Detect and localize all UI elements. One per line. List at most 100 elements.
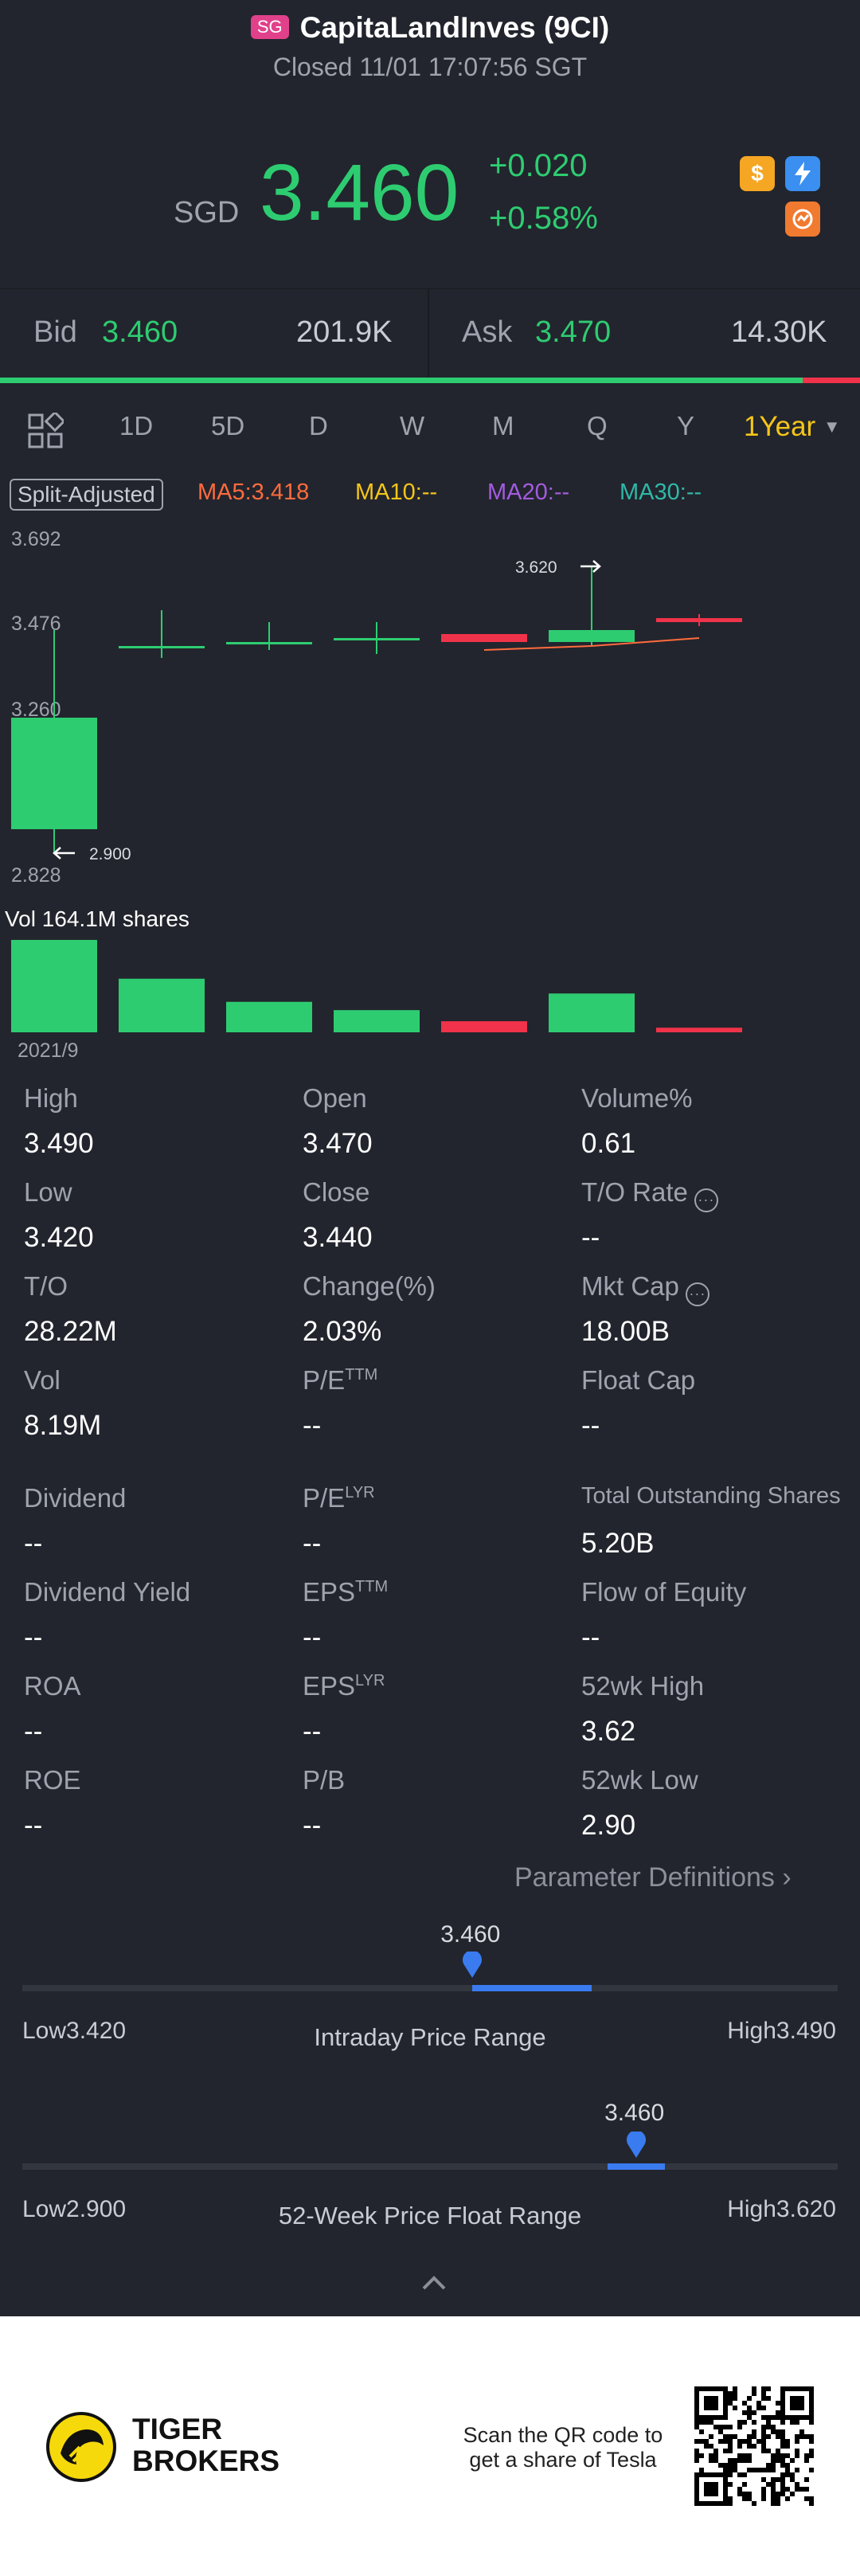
candle-body [11,718,97,829]
ask-size: 14.30K [731,315,827,349]
volume-bar [119,978,205,1032]
tab-quarter[interactable]: Q [587,411,608,440]
stat-value: -- [24,1622,43,1653]
dollar-icon[interactable]: $ [740,156,775,191]
intraday-range-track [22,1985,838,1991]
x-axis-label: 2021/9 [18,1039,78,1059]
stat-value: 3.62 [581,1716,636,1747]
stat-label: Low [24,1177,72,1207]
volume-bar [441,1021,527,1032]
min-price-label: 2.900 [89,845,131,863]
volume-bar [226,1001,312,1032]
volume-bar [11,940,97,1032]
volume-bar [334,1010,420,1032]
y-tick-label: 3.692 [11,528,61,550]
stat-value: 5.20B [581,1528,655,1559]
parameter-definitions-link[interactable]: Parameter Definitions › [514,1862,792,1893]
week52-current-value: 3.460 [604,2100,665,2126]
price-change-percent: +0.58% [489,201,598,236]
tab-week[interactable]: W [400,411,425,440]
stat-value: 3.440 [303,1222,373,1253]
collapse-chevron-icon[interactable] [420,2265,448,2300]
volume-bar [656,1028,742,1032]
intraday-high: High3.490 [727,2018,836,2044]
bid-price: 3.460 [102,315,178,349]
stat-label: T/O Rate ··· [581,1177,718,1212]
week52-range-fill [608,2163,665,2170]
max-price-label: 3.620 [515,558,557,577]
chevron-right-icon: › [782,1862,792,1893]
info-icon[interactable]: ··· [694,1188,718,1212]
ask-label: Ask [462,315,513,349]
stat-value: -- [303,1622,322,1653]
stat-value: -- [303,1410,322,1441]
stat-label-superscript: TTM [345,1366,378,1384]
candle-body [226,642,312,644]
volume-label: Vol 164.1M shares [5,906,190,931]
stat-label: Float Cap [581,1365,696,1395]
stock-icon[interactable] [785,202,820,237]
stat-value: 3.490 [24,1128,94,1159]
stat-label: P/B [303,1765,346,1795]
stat-label: P/ETTM [303,1365,378,1395]
intraday-range-fill [472,1985,592,1991]
ma5-line [483,637,700,651]
stat-value: 0.61 [581,1128,636,1159]
chevron-down-icon: ▼ [823,417,841,437]
stat-value: 3.420 [24,1222,94,1253]
tab-1year[interactable]: 1Year ▼ [744,411,841,443]
stat-label: Close [303,1177,370,1207]
stat-label: T/O [24,1271,68,1301]
stat-label: 52wk High [581,1671,705,1701]
y-tick-label: 3.260 [11,699,61,721]
stat-label: Dividend [24,1483,127,1513]
ask-price: 3.470 [535,315,612,349]
intraday-low: Low3.420 [22,2018,127,2044]
tab-1d[interactable]: 1D [119,411,154,440]
last-price: 3.460 [260,148,459,237]
scan-qr-text: Scan the QR code to get a share of Tesla [463,2423,663,2472]
bid-label: Bid [33,315,77,349]
stat-label: EPSLYR [303,1671,385,1701]
week52-marker-icon [626,2130,647,2163]
tab-month[interactable]: M [492,411,514,440]
bid-size: 201.9K [296,315,393,349]
stat-label: Vol [24,1365,61,1395]
price-change: +0.020 [489,148,588,183]
stat-label: High [24,1083,78,1113]
qr-code-icon[interactable] [694,2386,814,2506]
stat-value: -- [24,1528,43,1559]
ma20-label: MA20:-- [487,480,570,505]
lightning-icon[interactable] [785,156,820,191]
stock-title: SG CapitaLandInves (9CI) [0,11,860,45]
ma30-label: MA30:-- [620,480,702,505]
stat-value: -- [303,1528,322,1559]
stat-value: -- [303,1716,322,1747]
stat-label: 52wk Low [581,1765,698,1795]
brand-line-1: TIGER [132,2413,223,2445]
stat-label: ROA [24,1671,81,1701]
stat-label-superscript: LYR [345,1484,375,1501]
stat-value: 18.00B [581,1316,670,1347]
stat-label: Mkt Cap ··· [581,1271,710,1306]
ma10-label: MA10:-- [355,480,438,505]
candle-body [334,638,420,640]
intraday-range-title: Intraday Price Range [314,2023,546,2051]
tab-5d[interactable]: 5D [211,411,245,440]
stat-label: Open [303,1083,367,1113]
tab-day[interactable]: D [309,411,328,440]
info-icon[interactable]: ··· [685,1282,710,1306]
tab-year[interactable]: Y [677,411,695,440]
min-arrow-icon [53,847,75,859]
candle-body [441,634,527,642]
split-adjusted-toggle[interactable]: Split-Adjusted [10,479,163,511]
grid-icon[interactable] [27,410,66,449]
tiger-logo-icon [46,2412,116,2482]
y-tick-label: 2.828 [11,864,61,887]
week52-high: High3.620 [727,2196,836,2222]
currency-label: SGD [174,196,240,229]
stat-value: -- [581,1410,600,1441]
bid-ratio-bar [0,378,803,383]
stat-label: ROE [24,1765,81,1795]
